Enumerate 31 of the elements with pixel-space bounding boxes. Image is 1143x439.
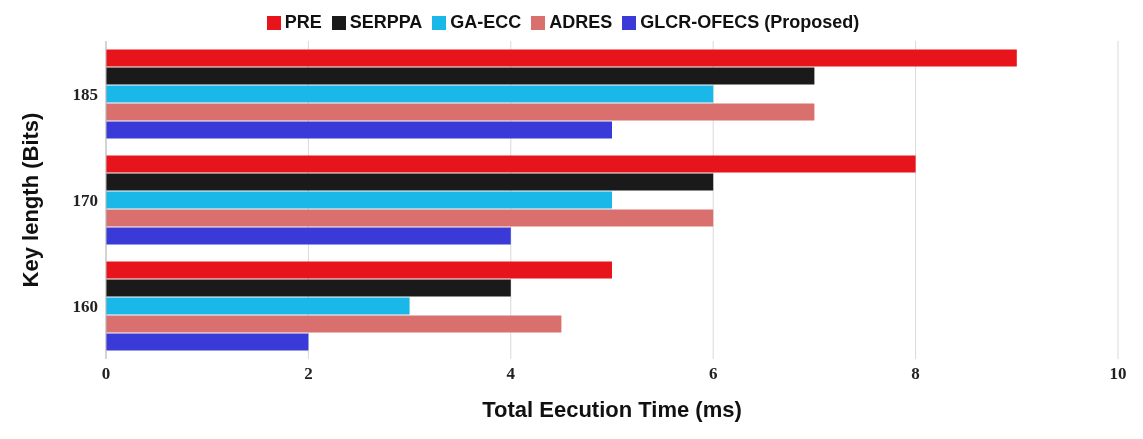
y-tick-label: 185: [72, 85, 98, 105]
legend-label: GA-ECC: [450, 12, 522, 32]
x-tick-label: 4: [506, 364, 516, 384]
bar: [106, 67, 815, 85]
x-tick-label: 10: [1109, 364, 1127, 384]
bar: [106, 49, 1017, 67]
legend-label: PRE: [284, 12, 322, 32]
bar: [106, 261, 612, 279]
x-tick-label: 8: [911, 364, 920, 384]
bar: [106, 155, 916, 173]
y-axis-title: Key length (Bits): [17, 112, 43, 288]
bar: [106, 227, 511, 245]
y-tick-label: 160: [72, 297, 98, 317]
bar: [106, 103, 815, 121]
bar: [106, 333, 309, 351]
legend-label: ADRES: [549, 12, 613, 32]
bar: [106, 191, 612, 209]
legend-label: GLCR-OFECS (Proposed): [640, 12, 860, 32]
bar: [106, 279, 511, 297]
bar: [106, 209, 714, 227]
bar: [106, 173, 714, 191]
y-tick-label: 170: [72, 191, 98, 211]
bar: [106, 121, 612, 139]
x-tick-label: 2: [304, 364, 313, 384]
x-axis-title: Total Eecution Time (ms): [482, 397, 742, 422]
bar: [106, 85, 714, 103]
bar: [106, 297, 410, 315]
x-tick-label: 6: [708, 364, 718, 384]
bar: [106, 315, 562, 333]
x-tick-label: 0: [101, 364, 111, 384]
legend-label: SERPPA: [349, 12, 423, 32]
